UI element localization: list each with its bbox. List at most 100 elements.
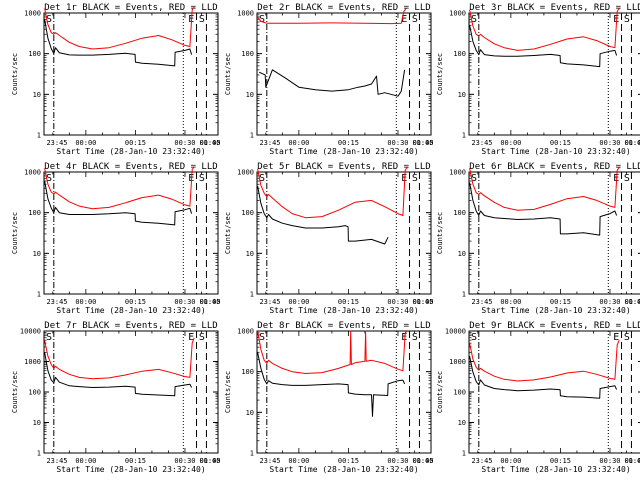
y-tick-label: 100 xyxy=(241,368,254,376)
events-series-line xyxy=(469,25,618,68)
events-series-line xyxy=(257,352,406,417)
start-marker: S xyxy=(624,332,630,343)
x-tick-label: 01:00 xyxy=(624,139,640,147)
x-tick-label: 01:00 xyxy=(624,457,640,465)
y-tick-label: 1 xyxy=(37,450,41,458)
chart-title: Det 9r BLACK = Events, RED = LLD xyxy=(469,321,640,331)
y-axis-label: Counts/sec xyxy=(436,371,444,413)
y-axis-label: Counts/sec xyxy=(11,212,19,254)
x-tick-label: 00:45 xyxy=(412,298,433,306)
plot-frame xyxy=(43,12,219,136)
y-tick-label: 1000 xyxy=(24,358,41,366)
events-series-line xyxy=(44,180,193,226)
x-axis-label: Start Time (28-Jan-10 23:32:40) xyxy=(269,147,418,156)
start-marker: S xyxy=(46,173,52,184)
end-marker: E xyxy=(401,14,407,25)
y-tick-label: 1 xyxy=(462,291,466,299)
x-tick-label: 23:45 xyxy=(471,457,492,465)
chart-title: Det 2r BLACK = Events, RED = LLD xyxy=(257,3,430,13)
start-marker: S xyxy=(259,332,265,343)
y-tick-label: 10 xyxy=(246,91,254,99)
x-tick-label: 00:30 xyxy=(174,298,195,306)
x-tick-label: 00:15 xyxy=(550,298,571,306)
lld-series-line xyxy=(469,340,620,382)
start-marker: S xyxy=(471,14,477,25)
x-tick-label: 00:45 xyxy=(199,139,220,147)
x-tick-label: 00:30 xyxy=(599,139,620,147)
chart-title: Det 4r BLACK = Events, RED = LLD xyxy=(44,162,217,172)
x-tick-label: 00:00 xyxy=(75,298,96,306)
x-tick-label: 23:45 xyxy=(259,457,280,465)
x-tick-label: 00:00 xyxy=(500,139,521,147)
y-tick-label: 1000 xyxy=(237,169,254,177)
x-tick-label: 00:30 xyxy=(599,298,620,306)
chart-panel-1: Det 1r BLACK = Events, RED = LLD 1 10 100 10… xyxy=(11,3,221,156)
chart-panel-7: Det 7r BLACK = Events, RED = LLD 1 10 100 10… xyxy=(11,321,221,474)
x-tick-label: 00:45 xyxy=(199,457,220,465)
y-tick-label: 10 xyxy=(246,409,254,417)
x-tick-label: 00:15 xyxy=(338,457,359,465)
x-tick-label: 00:45 xyxy=(624,139,640,147)
start-marker: S xyxy=(624,14,630,25)
chart-title: Det 1r BLACK = Events, RED = LLD xyxy=(44,3,217,13)
start-marker: S xyxy=(259,173,265,184)
x-axis-label: Start Time (28-Jan-10 23:32:40) xyxy=(56,465,205,474)
x-tick-label: 00:00 xyxy=(288,457,309,465)
x-axis-label: Start Time (28-Jan-10 23:32:40) xyxy=(481,465,630,474)
start-marker: S xyxy=(259,14,265,25)
events-series-line xyxy=(258,69,406,97)
lld-series-line xyxy=(469,8,620,51)
lld-series-line xyxy=(44,6,195,50)
chart-title: Det 3r BLACK = Events, RED = LLD xyxy=(469,3,640,13)
y-tick-label: 1 xyxy=(250,291,254,299)
chart-title: Det 7r BLACK = Events, RED = LLD xyxy=(44,321,217,331)
y-axis-label: Counts/sec xyxy=(436,212,444,254)
events-series-line xyxy=(469,355,618,399)
x-tick-label: 23:45 xyxy=(46,457,67,465)
y-tick-label: 10000 xyxy=(445,328,466,336)
y-tick-label: 100 xyxy=(453,50,466,58)
x-tick-label: 00:00 xyxy=(288,298,309,306)
x-tick-label: 00:15 xyxy=(338,139,359,147)
x-tick-label: 00:15 xyxy=(550,457,571,465)
y-tick-label: 10 xyxy=(33,250,41,258)
y-tick-label: 1000 xyxy=(24,169,41,177)
x-tick-label: 23:45 xyxy=(471,298,492,306)
x-tick-label: 00:15 xyxy=(125,457,146,465)
y-tick-label: 1000 xyxy=(449,10,466,18)
lld-series-line xyxy=(469,167,620,211)
y-tick-label: 1 xyxy=(250,450,254,458)
x-tick-label: 00:45 xyxy=(624,457,640,465)
chart-panel-4: Det 4r BLACK = Events, RED = LLD 1 10 100 10… xyxy=(11,162,221,315)
chart-title: Det 6r BLACK = Events, RED = LLD xyxy=(469,162,640,172)
chart-title: Det 5r BLACK = Events, RED = LLD xyxy=(257,162,430,172)
events-series-line xyxy=(469,182,618,236)
plot-frame xyxy=(43,171,219,295)
events-series-line xyxy=(44,352,193,397)
start-marker: S xyxy=(46,14,52,25)
y-tick-label: 10 xyxy=(458,91,466,99)
chart-panel-3: Det 3r BLACK = Events, RED = LLD 1 10 100 10… xyxy=(436,3,640,156)
x-tick-label: 23:45 xyxy=(46,139,67,147)
y-axis-label: Counts/sec xyxy=(11,371,19,413)
x-tick-label: 01:00 xyxy=(412,298,433,306)
x-tick-label: 00:00 xyxy=(500,457,521,465)
x-tick-label: 00:45 xyxy=(412,139,433,147)
x-tick-label: 00:30 xyxy=(387,298,408,306)
x-axis-label: Start Time (28-Jan-10 23:32:40) xyxy=(269,306,418,315)
y-tick-label: 1 xyxy=(37,291,41,299)
x-tick-label: 23:45 xyxy=(259,298,280,306)
y-tick-label: 1000 xyxy=(237,10,254,18)
x-tick-label: 00:45 xyxy=(199,298,220,306)
x-tick-label: 00:00 xyxy=(75,139,96,147)
x-axis-label: Start Time (28-Jan-10 23:32:40) xyxy=(56,306,205,315)
x-tick-label: 00:00 xyxy=(500,298,521,306)
lld-series-line xyxy=(257,330,408,374)
y-tick-label: 1 xyxy=(250,132,254,140)
y-tick-label: 1 xyxy=(462,132,466,140)
end-marker: E xyxy=(188,332,194,343)
y-axis-label: Counts/sec xyxy=(436,53,444,95)
y-tick-label: 10 xyxy=(33,419,41,427)
start-marker: S xyxy=(412,332,418,343)
